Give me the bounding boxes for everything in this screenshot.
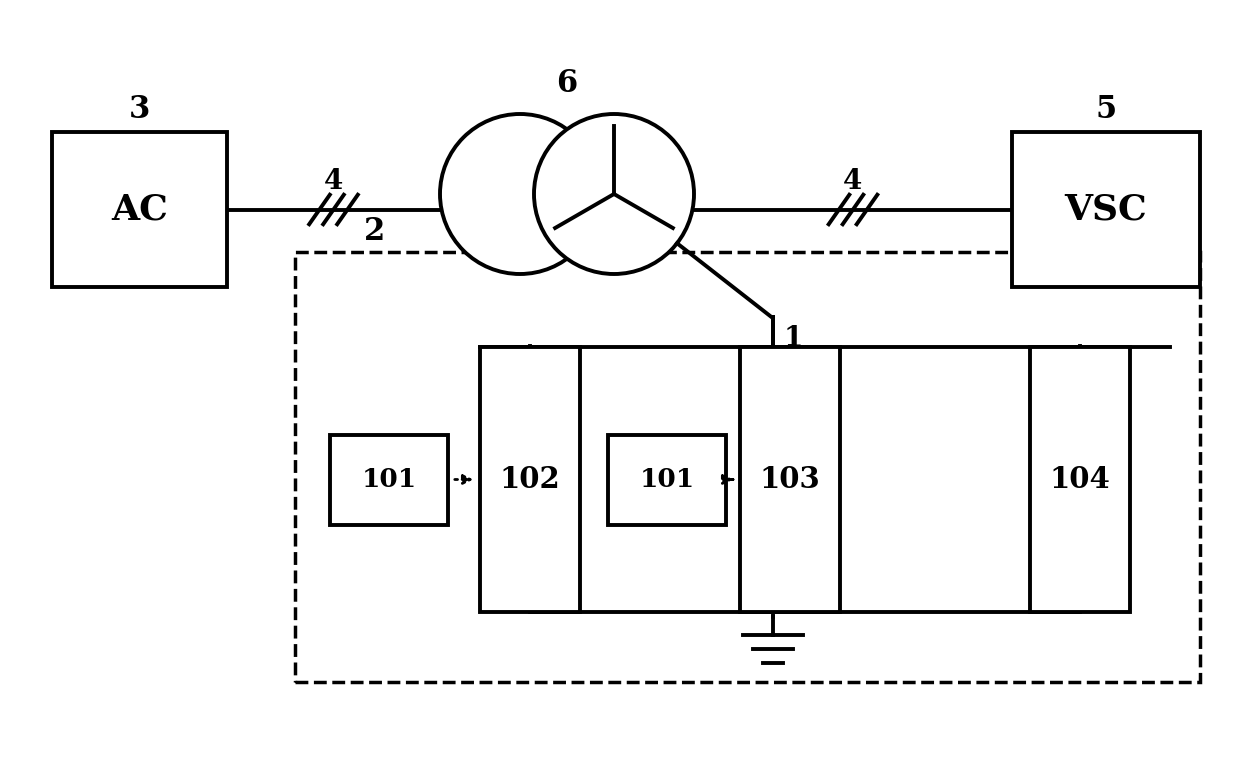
Bar — [608, 434, 725, 524]
Bar — [330, 434, 448, 524]
Text: 1: 1 — [784, 325, 804, 352]
Bar — [740, 347, 839, 612]
Text: 4: 4 — [843, 168, 863, 195]
Text: 101: 101 — [361, 467, 417, 492]
Circle shape — [440, 114, 600, 274]
Text: 2: 2 — [365, 217, 386, 248]
Text: 104: 104 — [1049, 465, 1111, 494]
Bar — [52, 132, 227, 287]
Text: 3: 3 — [129, 95, 150, 126]
Text: 103: 103 — [760, 465, 821, 494]
Text: 6: 6 — [557, 68, 578, 99]
Bar — [1012, 132, 1200, 287]
Text: 102: 102 — [500, 465, 560, 494]
Text: 101: 101 — [640, 467, 694, 492]
Text: AC: AC — [112, 193, 167, 227]
Text: 5: 5 — [1095, 95, 1116, 126]
Bar — [1030, 347, 1130, 612]
Circle shape — [534, 114, 694, 274]
Bar — [295, 252, 1200, 682]
Text: 4: 4 — [324, 168, 343, 195]
Bar — [480, 347, 580, 612]
Text: VSC: VSC — [1065, 193, 1147, 227]
